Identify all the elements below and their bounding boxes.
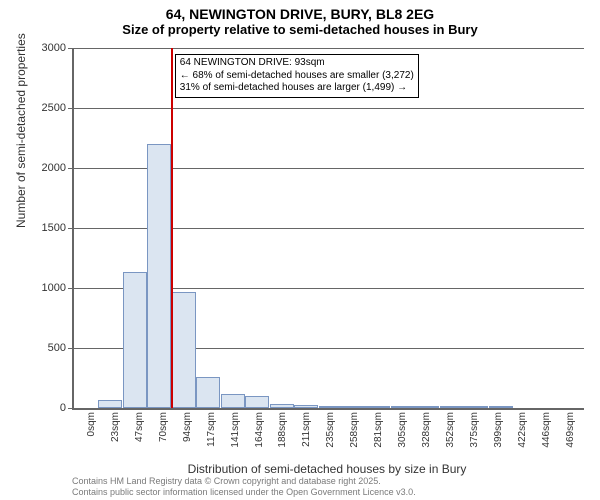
histogram-bar [98, 400, 122, 408]
gridline [74, 108, 584, 109]
page-title: 64, NEWINGTON DRIVE, BURY, BL8 2EG [0, 0, 600, 22]
y-tick-label: 0 [60, 402, 66, 414]
x-tick-label: 399sqm [493, 412, 504, 448]
histogram-bar [221, 394, 245, 408]
y-tick-label: 1000 [42, 282, 66, 294]
y-tick-label: 500 [48, 342, 66, 354]
x-axis-label: Distribution of semi-detached houses by … [72, 462, 582, 476]
histogram-bar [343, 406, 367, 408]
histogram-bar [123, 272, 147, 408]
y-axis-label: Number of semi-detached properties [14, 33, 28, 228]
histogram-bar [245, 396, 269, 408]
x-tick-label: 0sqm [86, 412, 97, 436]
histogram-bar [366, 406, 390, 408]
histogram-bar [147, 144, 171, 408]
x-tick-label: 164sqm [254, 412, 265, 448]
x-tick-label: 211sqm [301, 412, 312, 447]
y-tick-label: 2000 [42, 162, 66, 174]
histogram-bar [294, 405, 318, 408]
property-marker-line [171, 48, 173, 408]
x-tick-label: 305sqm [397, 412, 408, 448]
y-tick-label: 3000 [42, 42, 66, 54]
x-tick-label: 141sqm [230, 412, 241, 448]
histogram-bar [440, 406, 464, 408]
x-tick-label: 235sqm [325, 412, 336, 448]
annotation-smaller: ← 68% of semi-detached houses are smalle… [180, 70, 414, 83]
x-tick-label: 23sqm [110, 412, 121, 442]
x-tick-label: 328sqm [421, 412, 432, 448]
footer-attribution: Contains HM Land Registry data © Crown c… [72, 476, 416, 498]
histogram-bar [391, 406, 415, 408]
histogram-bar [196, 377, 220, 408]
histogram-bar [319, 406, 343, 408]
histogram-bar [464, 406, 488, 408]
x-tick-label: 94sqm [182, 412, 193, 442]
x-tick-label: 469sqm [565, 412, 576, 448]
x-tick-label: 117sqm [206, 412, 217, 447]
x-tick-label: 375sqm [469, 412, 480, 448]
footer-line-1: Contains HM Land Registry data © Crown c… [72, 476, 416, 487]
y-tick-label: 2500 [42, 102, 66, 114]
x-tick-label: 446sqm [541, 412, 552, 448]
annotation-box: 64 NEWINGTON DRIVE: 93sqm← 68% of semi-d… [175, 54, 419, 98]
x-tick-label: 422sqm [517, 412, 528, 448]
annotation-title: 64 NEWINGTON DRIVE: 93sqm [180, 57, 414, 70]
x-tick-label: 188sqm [277, 412, 288, 448]
histogram-chart: 0500100015002000250030000sqm23sqm47sqm70… [72, 48, 584, 410]
x-tick-label: 352sqm [445, 412, 456, 448]
histogram-bar [489, 406, 513, 408]
y-tick-label: 1500 [42, 222, 66, 234]
annotation-larger: 31% of semi-detached houses are larger (… [180, 82, 414, 95]
x-tick-label: 70sqm [158, 412, 169, 442]
histogram-bar [415, 406, 439, 408]
histogram-bar [270, 404, 294, 408]
x-tick-label: 258sqm [349, 412, 360, 448]
histogram-bar [172, 292, 196, 408]
page-subtitle: Size of property relative to semi-detach… [0, 22, 600, 41]
x-tick-label: 47sqm [134, 412, 145, 442]
gridline [74, 48, 584, 49]
footer-line-2: Contains public sector information licen… [72, 487, 416, 498]
x-tick-label: 281sqm [373, 412, 384, 448]
